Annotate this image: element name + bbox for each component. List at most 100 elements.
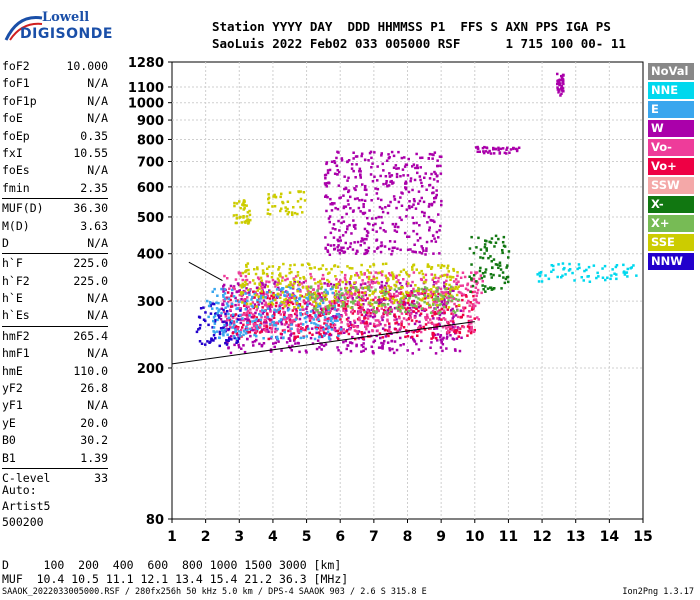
echo-point [592, 264, 596, 267]
echo-point [301, 308, 304, 311]
echo-point [368, 209, 371, 212]
echo-point [399, 336, 402, 340]
echo-point [471, 284, 475, 288]
echo-point [404, 180, 408, 183]
x-tick-label: 15 [633, 529, 652, 545]
echo-point [341, 216, 344, 219]
echo-point [274, 324, 278, 327]
echo-point [615, 273, 618, 276]
echo-point [296, 306, 300, 310]
echo-point [451, 337, 455, 340]
echo-point [363, 311, 366, 314]
echo-point [379, 346, 382, 349]
echo-point [361, 183, 364, 186]
echo-point [416, 164, 419, 167]
echo-point [353, 299, 357, 303]
echo-point [538, 271, 541, 275]
echo-point [216, 294, 219, 297]
echo-point [299, 294, 302, 297]
param-row: foF2 10.000 [2, 58, 108, 75]
echo-point [516, 148, 519, 151]
echo-point [266, 315, 270, 319]
echo-point [394, 315, 397, 319]
echo-point [225, 323, 229, 327]
echo-point [459, 291, 462, 294]
echo-point [386, 318, 389, 321]
echo-point [281, 276, 284, 279]
echo-point [445, 302, 449, 305]
echo-point [416, 330, 419, 333]
echo-point [257, 318, 261, 322]
echo-point [220, 311, 223, 315]
echo-point [440, 199, 443, 203]
echo-point [369, 304, 372, 307]
echo-point [359, 210, 362, 213]
echo-point [499, 268, 503, 271]
echo-point [240, 286, 243, 289]
echo-point [358, 316, 361, 319]
echo-point [311, 342, 315, 345]
echo-point [270, 335, 273, 339]
echo-point [367, 159, 370, 162]
echo-point [233, 204, 236, 208]
echo-point [263, 315, 267, 319]
echo-point [316, 326, 320, 330]
echo-point [420, 287, 424, 291]
echo-point [341, 301, 345, 304]
echo-point [435, 230, 439, 234]
echo-point [385, 182, 388, 185]
echo-point [467, 322, 471, 325]
echo-point [268, 323, 272, 326]
echo-point [286, 325, 290, 329]
echo-point [298, 303, 302, 306]
echo-point [358, 276, 361, 279]
echo-point [430, 337, 433, 340]
echo-point [441, 295, 445, 298]
echo-point [234, 328, 237, 331]
echo-point [340, 321, 343, 324]
echo-point [430, 341, 433, 344]
x-tick-label: 4 [268, 529, 278, 545]
echo-point [214, 337, 217, 340]
echo-point [236, 326, 240, 329]
echo-point [299, 322, 303, 326]
echo-point [353, 281, 356, 284]
echo-point [280, 207, 283, 210]
echo-point [432, 281, 436, 284]
echo-point [362, 308, 365, 312]
status-line: SAAOK_2022033005000.RSF / 280fx256h 50 k… [2, 587, 427, 597]
echo-point [299, 190, 302, 193]
echo-cluster-sse [232, 199, 252, 225]
echo-point [348, 245, 352, 249]
echo-point [438, 313, 442, 317]
echo-point [363, 273, 366, 276]
echo-point [245, 291, 249, 295]
echo-point [407, 282, 410, 285]
echo-point [335, 313, 339, 316]
echo-point [268, 307, 271, 310]
echo-point [501, 249, 504, 252]
echo-point [479, 256, 482, 259]
echo-point [247, 219, 250, 222]
echo-point [560, 86, 564, 89]
param-label: hmE [2, 363, 23, 378]
echo-point [487, 151, 490, 154]
echo-point [350, 323, 354, 327]
echo-point [470, 330, 473, 333]
echo-point [538, 274, 542, 278]
echo-point [366, 325, 369, 328]
echo-point [232, 285, 236, 288]
echo-point [389, 293, 392, 296]
echo-point [228, 318, 232, 321]
echo-point [215, 301, 218, 305]
echo-point [254, 293, 257, 297]
echo-point [276, 337, 280, 341]
echo-point [335, 286, 338, 289]
echo-point [271, 205, 274, 208]
echo-point [394, 327, 397, 331]
echo-point [338, 236, 342, 239]
echo-point [444, 301, 447, 304]
echo-point [460, 294, 464, 297]
echo-point [254, 331, 257, 335]
echo-point [457, 285, 460, 288]
